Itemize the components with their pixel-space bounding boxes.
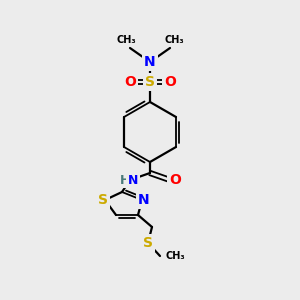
Text: CH₃: CH₃ [165, 251, 184, 261]
Text: CH₃: CH₃ [164, 35, 184, 45]
Text: S: S [145, 75, 155, 89]
Text: H: H [120, 173, 130, 187]
Text: CH₃: CH₃ [116, 35, 136, 45]
Text: S: S [143, 236, 153, 250]
Text: O: O [169, 173, 181, 187]
Text: O: O [124, 75, 136, 89]
Text: N: N [138, 193, 150, 207]
Text: O: O [164, 75, 176, 89]
Text: N: N [128, 173, 138, 187]
Text: N: N [144, 55, 156, 69]
Text: S: S [98, 193, 108, 207]
